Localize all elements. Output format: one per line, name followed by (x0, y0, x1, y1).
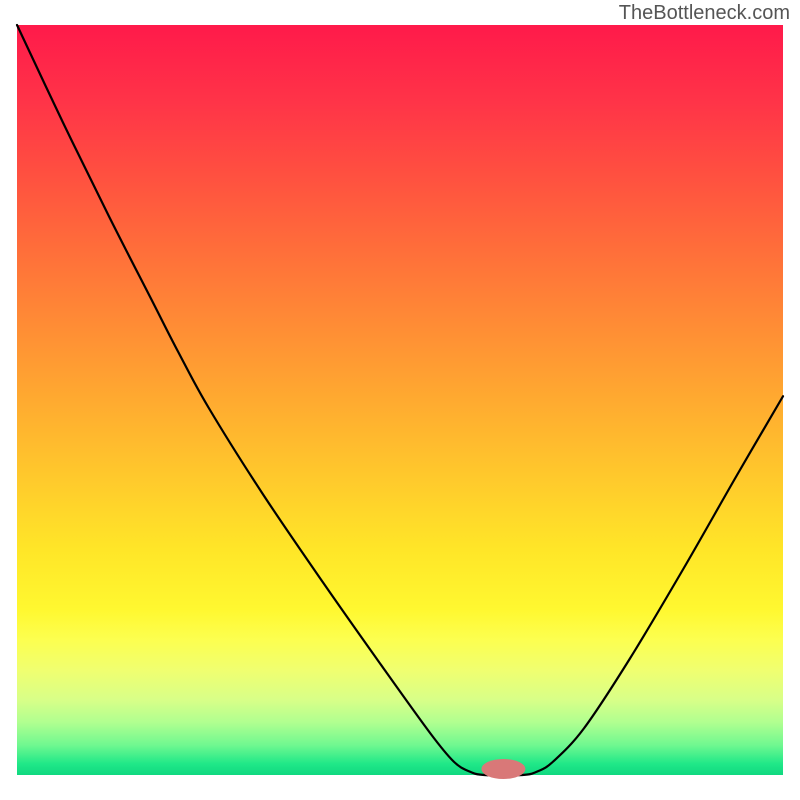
bottleneck-chart (0, 0, 800, 800)
optimal-point-marker (481, 759, 525, 779)
chart-container: TheBottleneck.com (0, 0, 800, 800)
watermark-text: TheBottleneck.com (619, 2, 790, 25)
plot-background (17, 25, 783, 775)
